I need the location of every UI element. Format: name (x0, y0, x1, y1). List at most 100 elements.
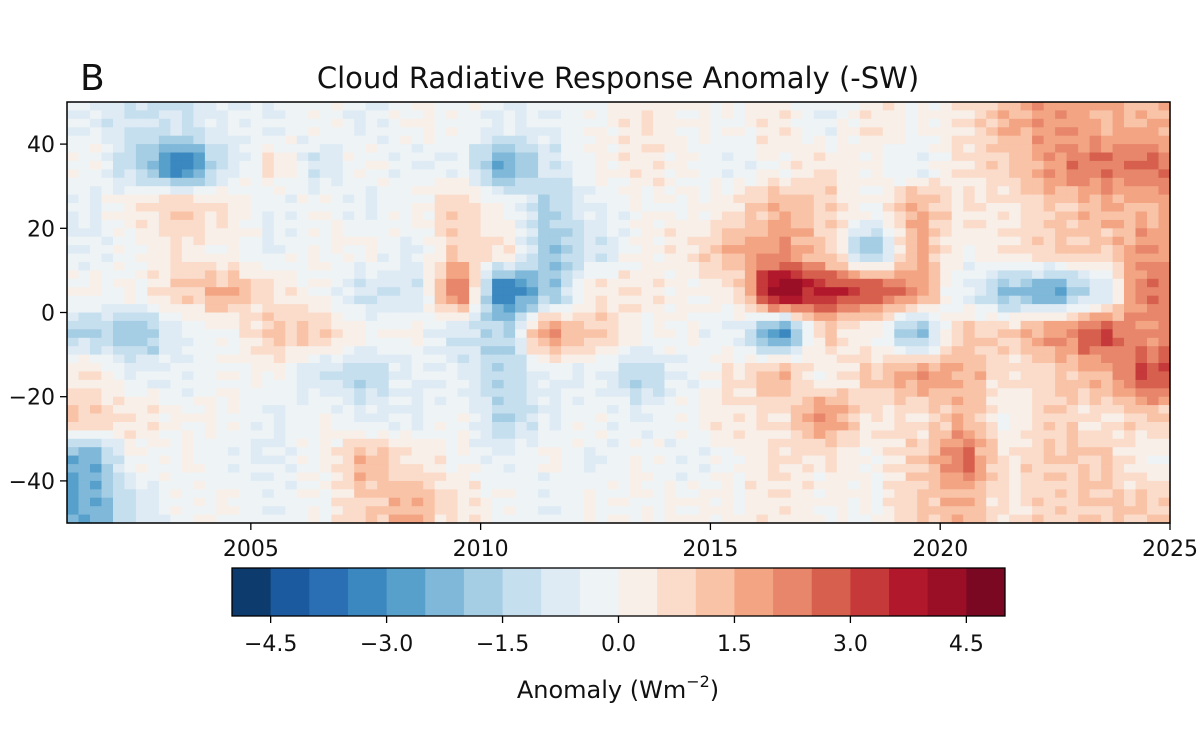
heatmap-cell (1009, 388, 1022, 398)
heatmap-cell (446, 363, 459, 372)
heatmap-cell (113, 144, 126, 154)
heatmap-cell (664, 413, 677, 423)
heatmap-cell (790, 472, 803, 482)
heatmap-cell (790, 430, 803, 440)
heatmap-cell (124, 497, 137, 507)
heatmap-cell (859, 447, 872, 457)
heatmap-cell (492, 194, 505, 204)
heatmap-cell (882, 160, 895, 170)
heatmap-cell (480, 135, 493, 145)
heatmap-cell (457, 320, 470, 330)
heatmap-cell (974, 245, 987, 255)
heatmap-cell (721, 337, 734, 347)
heatmap-cell (273, 135, 286, 145)
heatmap-cell (377, 354, 390, 364)
heatmap-cell (1032, 169, 1045, 179)
heatmap-cell (296, 194, 309, 204)
heatmap-cell (584, 447, 597, 457)
heatmap-cell (767, 253, 780, 263)
heatmap-cell (469, 219, 482, 229)
heatmap-cell (710, 278, 723, 288)
heatmap-cell (227, 506, 240, 516)
heatmap-cell (882, 253, 895, 263)
heatmap-cell (767, 354, 780, 364)
heatmap-cell (1009, 177, 1022, 187)
heatmap-cell (963, 169, 976, 179)
heatmap-cell (836, 177, 849, 187)
heatmap-cell (1078, 278, 1091, 288)
heatmap-cell (653, 262, 666, 271)
heatmap-cell (630, 118, 643, 128)
heatmap-cell (1101, 211, 1114, 221)
heatmap-cell (859, 287, 872, 297)
heatmap-cell (342, 236, 355, 246)
heatmap-cell (698, 489, 711, 499)
heatmap-cell (940, 253, 953, 263)
heatmap-cell (365, 160, 378, 170)
heatmap-cell (538, 304, 551, 314)
heatmap-cell (1101, 320, 1114, 330)
heatmap-cell (492, 228, 505, 238)
heatmap-cell (1020, 312, 1033, 322)
heatmap-cell (561, 405, 574, 415)
heatmap-cell (193, 489, 206, 499)
heatmap-cell (457, 430, 470, 440)
heatmap-cell (1020, 480, 1033, 490)
heatmap-cell (158, 337, 171, 347)
heatmap-cell (1020, 118, 1033, 128)
heatmap-cell (1112, 135, 1125, 145)
heatmap-cell (250, 304, 263, 314)
heatmap-cell (813, 455, 826, 465)
heatmap-cell (756, 177, 769, 187)
heatmap-cell (963, 144, 976, 154)
heatmap-cell (572, 379, 585, 389)
heatmap-cell (871, 228, 884, 238)
heatmap-cell (388, 438, 401, 448)
heatmap-cell (733, 278, 746, 288)
heatmap-cell (1147, 169, 1160, 179)
heatmap-cell (641, 464, 654, 474)
heatmap-cell (710, 270, 723, 280)
heatmap-cell (859, 160, 872, 170)
heatmap-cell (216, 337, 229, 347)
heatmap-cell (538, 169, 551, 179)
heatmap-cell (434, 169, 447, 179)
heatmap-cell (492, 422, 505, 431)
heatmap-cell (515, 363, 528, 372)
heatmap-cell (124, 203, 137, 212)
heatmap-cell (767, 396, 780, 406)
colorbar-swatch (734, 568, 774, 616)
heatmap-cell (124, 430, 137, 440)
heatmap-cell (1043, 127, 1056, 137)
heatmap-cell (515, 144, 528, 154)
heatmap-cell (469, 422, 482, 431)
heatmap-cell (113, 506, 126, 516)
heatmap-cell (871, 329, 884, 339)
heatmap-cell (1078, 329, 1091, 339)
heatmap-cell (480, 295, 493, 305)
heatmap-cell (1101, 472, 1114, 482)
heatmap-cell (917, 506, 930, 516)
heatmap-cell (319, 194, 332, 204)
heatmap-cell (308, 245, 321, 255)
heatmap-cell (342, 447, 355, 457)
heatmap-cell (733, 160, 746, 170)
heatmap-cell (836, 464, 849, 474)
heatmap-cell (779, 102, 792, 111)
heatmap-cell (905, 489, 918, 499)
heatmap-cell (928, 497, 941, 507)
heatmap-cell (1124, 497, 1137, 507)
heatmap-cell (342, 346, 355, 356)
heatmap-cell (1055, 312, 1068, 322)
heatmap-cell (67, 413, 80, 423)
heatmap-cell (400, 514, 413, 524)
heatmap-cell (710, 430, 723, 440)
heatmap-cell (216, 320, 229, 330)
heatmap-cell (158, 186, 171, 196)
heatmap-cell (951, 371, 964, 381)
heatmap-cell (147, 447, 160, 457)
heatmap-cell (538, 379, 551, 389)
heatmap-cell (986, 135, 999, 145)
heatmap-cell (526, 152, 539, 162)
heatmap-cell (78, 102, 91, 111)
